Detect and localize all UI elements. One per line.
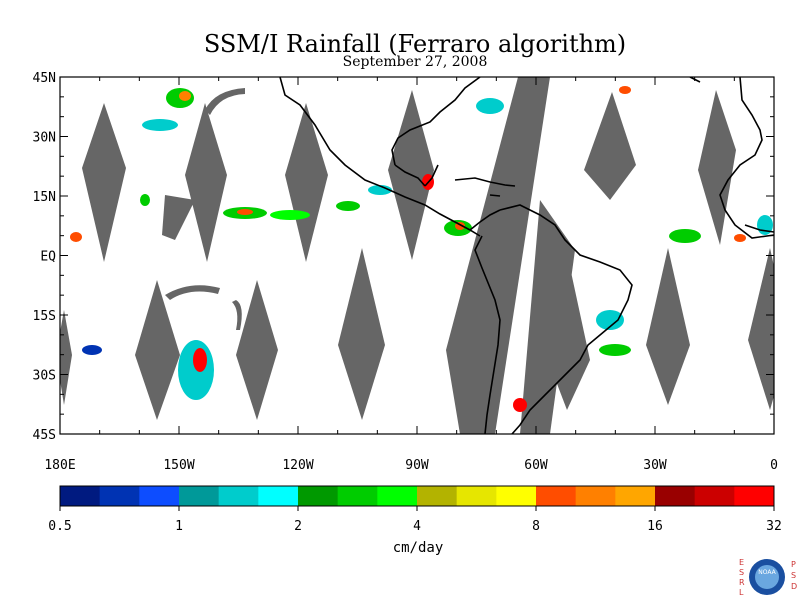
colorbar-swatch — [575, 486, 616, 506]
colorbar-tick-label: 0.5 — [48, 519, 71, 534]
colorbar-swatch — [536, 486, 577, 506]
lat-label: 30N — [33, 131, 56, 146]
lat-label: 15S — [33, 309, 56, 324]
logo-right-letters: PSD — [791, 560, 797, 591]
lat-label: EQ — [40, 250, 56, 265]
colorbar-swatch — [139, 486, 180, 506]
colorbar-tick-label: 32 — [766, 519, 782, 534]
colorbar-swatch — [694, 486, 735, 506]
logo-center-text: NOAA — [758, 569, 776, 576]
colorbar-swatch — [218, 486, 259, 506]
colorbar-swatch — [377, 486, 418, 506]
colorbar-swatch — [496, 486, 537, 506]
lon-label: 30W — [643, 458, 667, 473]
logo-letter: S — [739, 568, 744, 577]
lon-label: 180E — [44, 458, 75, 473]
colorbar-swatch — [734, 486, 775, 506]
colorbar-swatch — [615, 486, 656, 506]
chart-subtitle: September 27, 2008 — [342, 54, 488, 70]
longitude-labels: 180E 150W 120W 90W 60W 30W 0 — [44, 458, 778, 473]
lat-label: 45S — [33, 428, 56, 443]
lon-label: 90W — [405, 458, 429, 473]
colorbar-swatch — [99, 486, 140, 506]
colorbar-tick-label: 16 — [647, 519, 663, 534]
colorbar-swatch — [417, 486, 458, 506]
lon-label: 120W — [282, 458, 313, 473]
lon-label: 60W — [524, 458, 548, 473]
colorbar-swatch — [179, 486, 220, 506]
colorbar-swatch — [298, 486, 339, 506]
logo-letter: R — [739, 578, 745, 587]
logo-letter: S — [791, 571, 796, 580]
colorbar — [59, 485, 775, 507]
logo-letter: D — [791, 582, 797, 591]
colorbar-units-label: cm/day — [392, 540, 444, 556]
logo-letter: E — [739, 558, 744, 567]
latitude-labels: 45N 30N 15N EQ 15S 30S 45S — [33, 71, 57, 443]
lat-label: 15N — [33, 190, 56, 205]
chart-title: SSM/I Rainfall (Ferraro algorithm) — [203, 30, 627, 58]
colorbar-tick-label: 4 — [413, 519, 421, 534]
lat-label: 45N — [33, 71, 56, 86]
colorbar-swatch — [337, 486, 378, 506]
colorbar-tick-label: 2 — [294, 519, 302, 534]
colorbar-tick-label: 1 — [175, 519, 183, 534]
colorbar-tick-label: 8 — [532, 519, 540, 534]
lon-label: 150W — [163, 458, 194, 473]
axis-ticks — [59, 76, 775, 435]
colorbar-swatch — [60, 486, 101, 506]
logo-letter: L — [739, 588, 744, 597]
colorbar-swatch — [456, 486, 497, 506]
lon-label: 0 — [770, 458, 778, 473]
coastlines — [279, 77, 774, 434]
data-gap-swaths — [60, 77, 774, 434]
colorbar-tick-labels: 0.5 1 2 4 8 16 32 — [48, 506, 782, 534]
logo-letter: P — [791, 560, 796, 569]
colorbar-swatch — [258, 486, 299, 506]
lat-label: 30S — [33, 369, 56, 384]
colorbar-swatch — [655, 486, 696, 506]
